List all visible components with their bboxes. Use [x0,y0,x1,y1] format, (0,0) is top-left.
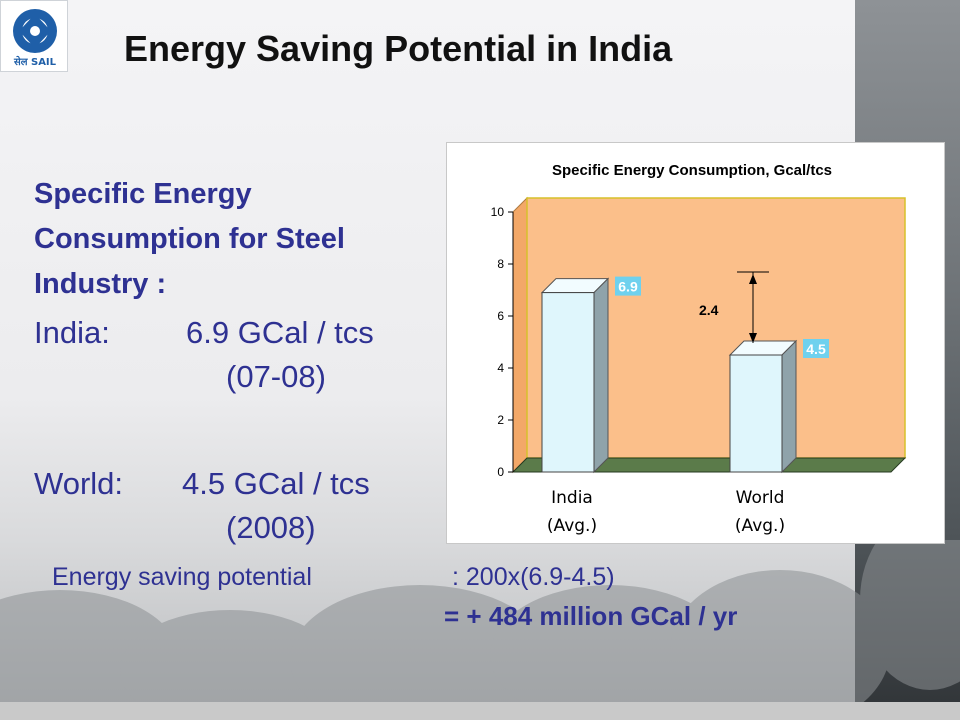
tree-silhouette-decoration [0,540,960,720]
india-value: 6.9 GCal / tcs [186,315,374,350]
data-label: 4.5 [806,341,826,357]
world-value: 4.5 GCal / tcs [182,466,370,501]
data-label-bg [803,339,829,358]
potential-expression: : 200x(6.9-4.5) [452,563,615,591]
difference-arrow [737,271,769,343]
world-period: (2008) [226,510,316,545]
data-label-bg [615,276,641,296]
x-tick-label: World [736,488,785,508]
bar-world: 4.5 [728,339,829,474]
india-period: (07-08) [226,359,326,394]
india-label: India: [34,315,110,350]
y-tick-label: 6 [497,309,504,323]
bar-front [541,292,595,473]
potential-label: Energy saving potential [52,563,312,591]
bar-front [729,354,783,473]
chart-title: Specific Energy Consumption, Gcal/tcs [552,162,832,179]
bar-side [781,339,797,474]
y-tick-label: 0 [497,465,504,479]
world-label: World: [34,466,124,501]
y-tick-label: 8 [497,257,504,271]
section-heading: Specific Energy Consumption for Steel In… [34,178,345,300]
sail-logo: सेल SAIL [0,0,68,72]
page-title: Energy Saving Potential in India [124,28,673,69]
logo-text: सेल SAIL [13,55,57,68]
bar-india: 6.9 [540,276,641,474]
y-tick-label: 10 [491,205,505,219]
x-tick-sublabel: (Avg.) [547,516,597,536]
difference-annotation: 2.4 [699,302,719,318]
chart-panel: Specific Energy Consumption, Gcal/tcs 0 2… [446,142,945,544]
y-tick-label: 2 [497,413,504,427]
y-tick-label: 4 [497,361,504,375]
data-label: 6.9 [618,279,638,295]
chart-side-wall [512,196,528,474]
x-tick-label: India [551,488,593,508]
sail-logo-mark: सेल SAIL [13,9,57,68]
potential-result: = + 484 million GCal / yr [444,601,738,631]
energy-consumption-chart: Specific Energy Consumption, Gcal/tcs 0 2… [491,162,907,536]
x-tick-sublabel: (Avg.) [735,516,785,536]
bar-side [593,277,609,474]
